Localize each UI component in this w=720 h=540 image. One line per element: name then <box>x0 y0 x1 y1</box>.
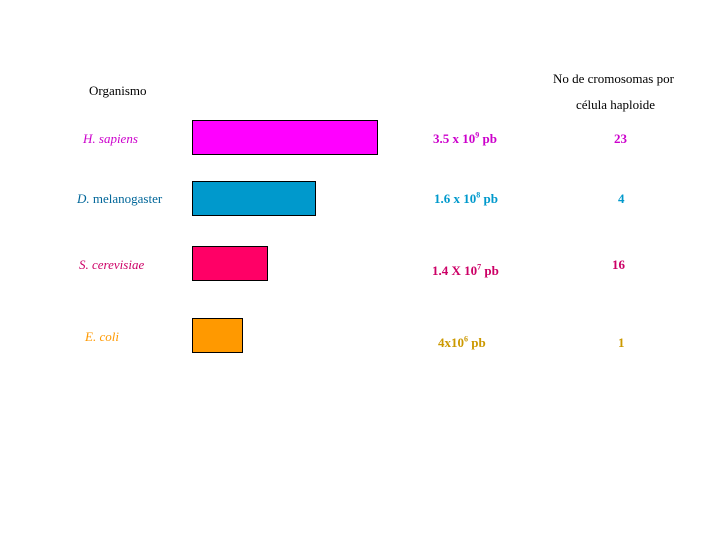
genome-bar-s-cerevisiae <box>192 246 268 281</box>
genome-size-mantissa: 3.5 x 10 <box>433 131 476 146</box>
organism-genus: D. <box>77 191 90 206</box>
genome-size-exponent: 9 <box>475 130 480 140</box>
chromosome-count-s-cerevisiae: 16 <box>612 257 625 272</box>
genome-size-unit: pb <box>480 191 498 206</box>
organism-label-e-coli: E. coli <box>85 329 119 345</box>
genome-size-mantissa: 1.6 x 10 <box>434 191 477 206</box>
genome-bar-e-coli <box>192 318 243 353</box>
genome-bar-h-sapiens <box>192 120 379 155</box>
chromosomes-column-header-line1: No de cromosomas por <box>553 71 674 86</box>
genome-size-exponent: 6 <box>464 334 468 344</box>
genome-size-exponent: 8 <box>476 190 481 200</box>
genome-size-unit: pb <box>481 263 499 278</box>
organism-name: S. cerevisiae <box>79 257 145 272</box>
chromosome-count-h-sapiens: 23 <box>614 131 627 146</box>
genome-size-e-coli: 4x106 pb <box>438 335 486 351</box>
genome-size-d-melanogaster: 1.6 x 108 pb <box>434 191 498 207</box>
genome-size-s-cerevisiae: 1.4 X 107 pb <box>432 263 499 279</box>
organism-column-header: Organismo <box>89 83 147 98</box>
organism-label-d-melanogaster: D. melanogaster <box>77 191 162 207</box>
genome-size-h-sapiens: 3.5 x 109 pb <box>433 131 497 147</box>
organism-label-h-sapiens: H. sapiens <box>83 131 138 147</box>
organism-label-s-cerevisiae: S. cerevisiae <box>79 257 144 273</box>
organism-name: E. coli <box>85 329 119 344</box>
chromosome-count-e-coli: 1 <box>618 335 625 350</box>
genome-size-mantissa: 1.4 X 10 <box>432 263 478 278</box>
organism-species: melanogaster <box>89 191 163 206</box>
chromosome-count-d-melanogaster: 4 <box>618 191 625 206</box>
genome-bar-d-melanogaster <box>192 181 317 216</box>
genome-size-exponent: 7 <box>477 262 482 272</box>
chromosomes-column-header-line2: célula haploide <box>576 97 656 112</box>
organism-name: H. sapiens <box>83 131 138 146</box>
genome-size-unit: pb <box>468 335 486 350</box>
genome-size-mantissa: 4x10 <box>438 335 464 350</box>
genome-size-unit: pb <box>479 131 497 146</box>
